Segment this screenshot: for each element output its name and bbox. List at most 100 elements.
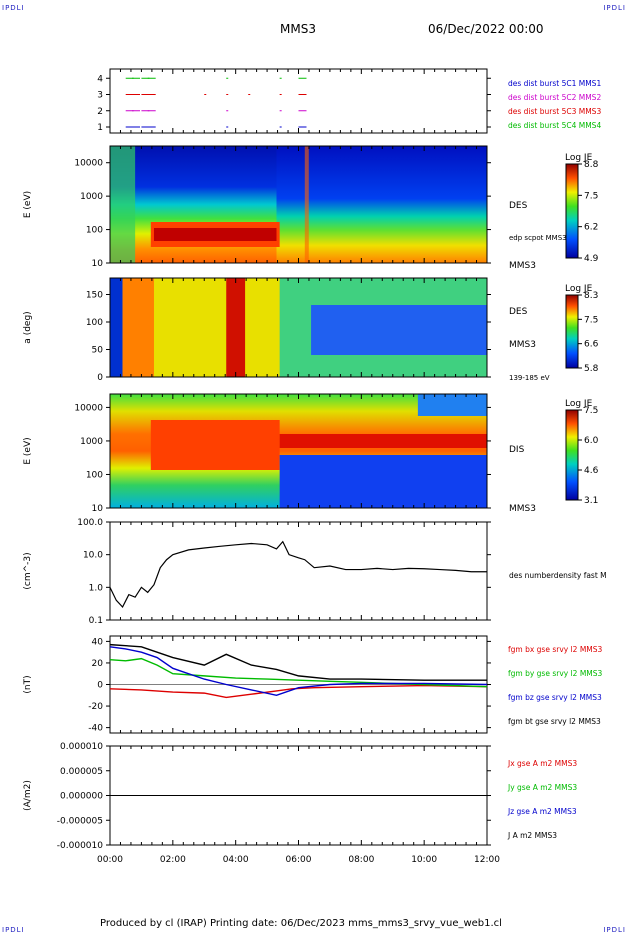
des-pitch-colorbar [565, 294, 579, 369]
des-energy-ytick-label: 10000 [74, 159, 103, 169]
des-energy-ytick-label: 100 [86, 226, 103, 236]
dis-energy-colorbar-label: 4.6 [584, 466, 599, 476]
des-pitch-ytick-label: 50 [92, 346, 104, 356]
bfield-ytick-label: 40 [92, 637, 104, 647]
des-pitch-ylabel: a (deg) [23, 311, 33, 343]
bfield-ytick-label: 0 [97, 681, 103, 691]
dis-energy-ytick-label: 1000 [80, 437, 103, 447]
des-pitch-colorbar-label: 6.6 [584, 340, 599, 350]
current-ytick-label: 0.000010 [60, 742, 103, 752]
des-pitch-peak [226, 278, 246, 377]
des-pitch-right-label: 139-185 eV [509, 374, 550, 382]
density-series-line [109, 540, 487, 609]
density-ytick-label: 100.0 [77, 518, 103, 528]
dis-energy-colorbar-label: 7.5 [584, 406, 598, 416]
des-energy-early [110, 146, 136, 263]
des-energy-colorbar-label: 8.8 [584, 160, 599, 170]
magnetic-field-panel: -40 -20 0 20 40 (nT) fgm bx gse srvy l2 MMS3 fg… [23, 635, 603, 734]
current-ytick-label: -0.000005 [57, 816, 103, 826]
des-energy-right-label: MMS3 [509, 261, 536, 271]
dis-energy-late-low [279, 455, 487, 508]
des-energy-right-label: edp scpot MMS3 [509, 234, 567, 242]
density-series-label: des numberdensity fast M [509, 571, 607, 580]
bfield-series-line [109, 657, 488, 688]
bfield-legend-label: fgm bz gse srvy l2 MMS3 [508, 693, 602, 702]
time-tick-label: 06:00 [286, 855, 312, 865]
burst-legend-label: des dist burst 5C4 MMS4 [508, 121, 601, 130]
corner-label-top-right: IPDLI [603, 4, 626, 12]
dis-energy-right-label: DIS [509, 445, 525, 455]
des-energy-panel: 10 100 1000 10000 E (eV) Log JE8.8 7.5 6.2 4.9 DE… [23, 145, 599, 271]
corner-label-bottom-right: IPDLI [603, 926, 626, 934]
burst-ytick-label: 4 [97, 74, 103, 84]
bfield-legend-label: fgm bt gse srvy l2 MMS3 [508, 717, 601, 726]
density-ytick-label: 1.0 [89, 583, 104, 593]
spacecraft-title: MMS3 [280, 22, 316, 36]
des-energy-colorbar-label: 4.9 [584, 254, 599, 264]
des-pitch-panel: 0 50 100 150 a (deg) Log JE8.3 7.5 6.6 5.8 DES MMS… [23, 277, 599, 383]
current-legend-label: Jy gse A m2 MMS3 [507, 783, 577, 792]
time-axis: 00:00 02:00 04:00 06:00 08:00 10:00 12:00 [97, 855, 500, 865]
density-ylabel: (cm^-3) [23, 552, 33, 589]
burst-legend-label: des dist burst 5C3 MMS3 [508, 107, 601, 116]
des-pitch-colorbar-label: 5.8 [584, 364, 599, 374]
bfield-series-line [109, 643, 487, 681]
des-pitch-colorbar-label: 8.3 [584, 291, 598, 301]
current-legend-label: Jx gse A m2 MMS3 [507, 759, 577, 768]
burst-panel: 1 2 3 4 des dist burst 5C1 MMS1 des dist burs… [97, 68, 601, 134]
current-ylabel: (A/m2) [23, 780, 33, 811]
des-pitch-right-label: MMS3 [509, 340, 536, 350]
des-pitch-ytick-label: 100 [86, 318, 103, 328]
bfield-legend-label: fgm by gse srvy l2 MMS3 [508, 669, 603, 678]
current-density-panel: -0.000010 -0.000005 0.000000 0.000005 0.0000… [23, 742, 577, 851]
plot-canvas: 1 2 3 4 des dist burst 5C1 MMS1 des dist burs… [23, 68, 607, 865]
des-energy-right-label: DES [509, 201, 528, 211]
burst-legend-label: des dist burst 5C2 MMS2 [508, 93, 601, 102]
des-energy-colorbar [565, 163, 579, 259]
dis-energy-late-high [417, 394, 487, 416]
dis-energy-colorbar [565, 409, 579, 501]
dis-energy-panel: 10 100 1000 10000 E (eV) Log JE7.5 6.0 4.6 3.1 DI… [23, 393, 599, 514]
time-tick-label: 04:00 [223, 855, 249, 865]
des-pitch-ytick-label: 150 [86, 291, 103, 301]
dis-energy-ytick-label: 100 [86, 470, 103, 480]
des-energy-core-band [153, 228, 277, 241]
dis-energy-ylabel: E (eV) [23, 437, 33, 464]
date-title: 06/Dec/2022 00:00 [428, 22, 544, 36]
des-energy-ytick-label: 10 [92, 259, 104, 269]
burst-legend-label: des dist burst 5C1 MMS1 [508, 79, 601, 88]
des-energy-late-band [276, 146, 487, 263]
density-panel: 0.1 1.0 10.0 100.0 (cm^-3) des numberdensity … [23, 518, 607, 626]
dis-energy-ytick-label: 10 [92, 504, 104, 514]
current-ytick-label: 0.000005 [60, 767, 103, 777]
des-pitch-start [110, 278, 123, 377]
bfield-ytick-label: -40 [88, 724, 103, 734]
bfield-ytick-label: -20 [88, 702, 103, 712]
des-energy-colorbar-title: Log JE [565, 153, 593, 163]
corner-label-bottom-left: IPDLI [2, 926, 25, 934]
bfield-legend-label: fgm bx gse srvy l2 MMS3 [508, 645, 603, 654]
dis-energy-colorbar-label: 3.1 [584, 496, 598, 506]
des-pitch-colorbar-label: 7.5 [584, 315, 598, 325]
current-ytick-label: 0.000000 [60, 792, 103, 802]
time-tick-label: 08:00 [348, 855, 374, 865]
des-energy-spike [304, 146, 309, 263]
bfield-series-line [109, 646, 488, 697]
bfield-ylabel: (nT) [23, 675, 33, 693]
current-legend-label: J A m2 MMS3 [507, 831, 557, 840]
des-pitch-early [122, 278, 154, 377]
time-tick-label: 12:00 [474, 855, 500, 865]
des-energy-ylabel: E (eV) [23, 191, 33, 218]
des-energy-ytick-label: 1000 [80, 192, 103, 202]
dis-energy-colorbar-title: Log JE [565, 399, 593, 409]
corner-label-top-left: IPDLI [2, 4, 25, 12]
current-legend-label: Jz gse A m2 MMS3 [507, 807, 577, 816]
burst-ytick-label: 2 [97, 107, 103, 117]
dis-energy-hot-region [150, 420, 280, 470]
density-ytick-label: 0.1 [89, 616, 103, 626]
current-ytick-label: -0.000010 [57, 841, 103, 851]
des-pitch-right-label: DES [509, 307, 528, 317]
dis-energy-colorbar-label: 6.0 [584, 436, 599, 446]
dis-energy-right-label: MMS3 [509, 504, 536, 514]
